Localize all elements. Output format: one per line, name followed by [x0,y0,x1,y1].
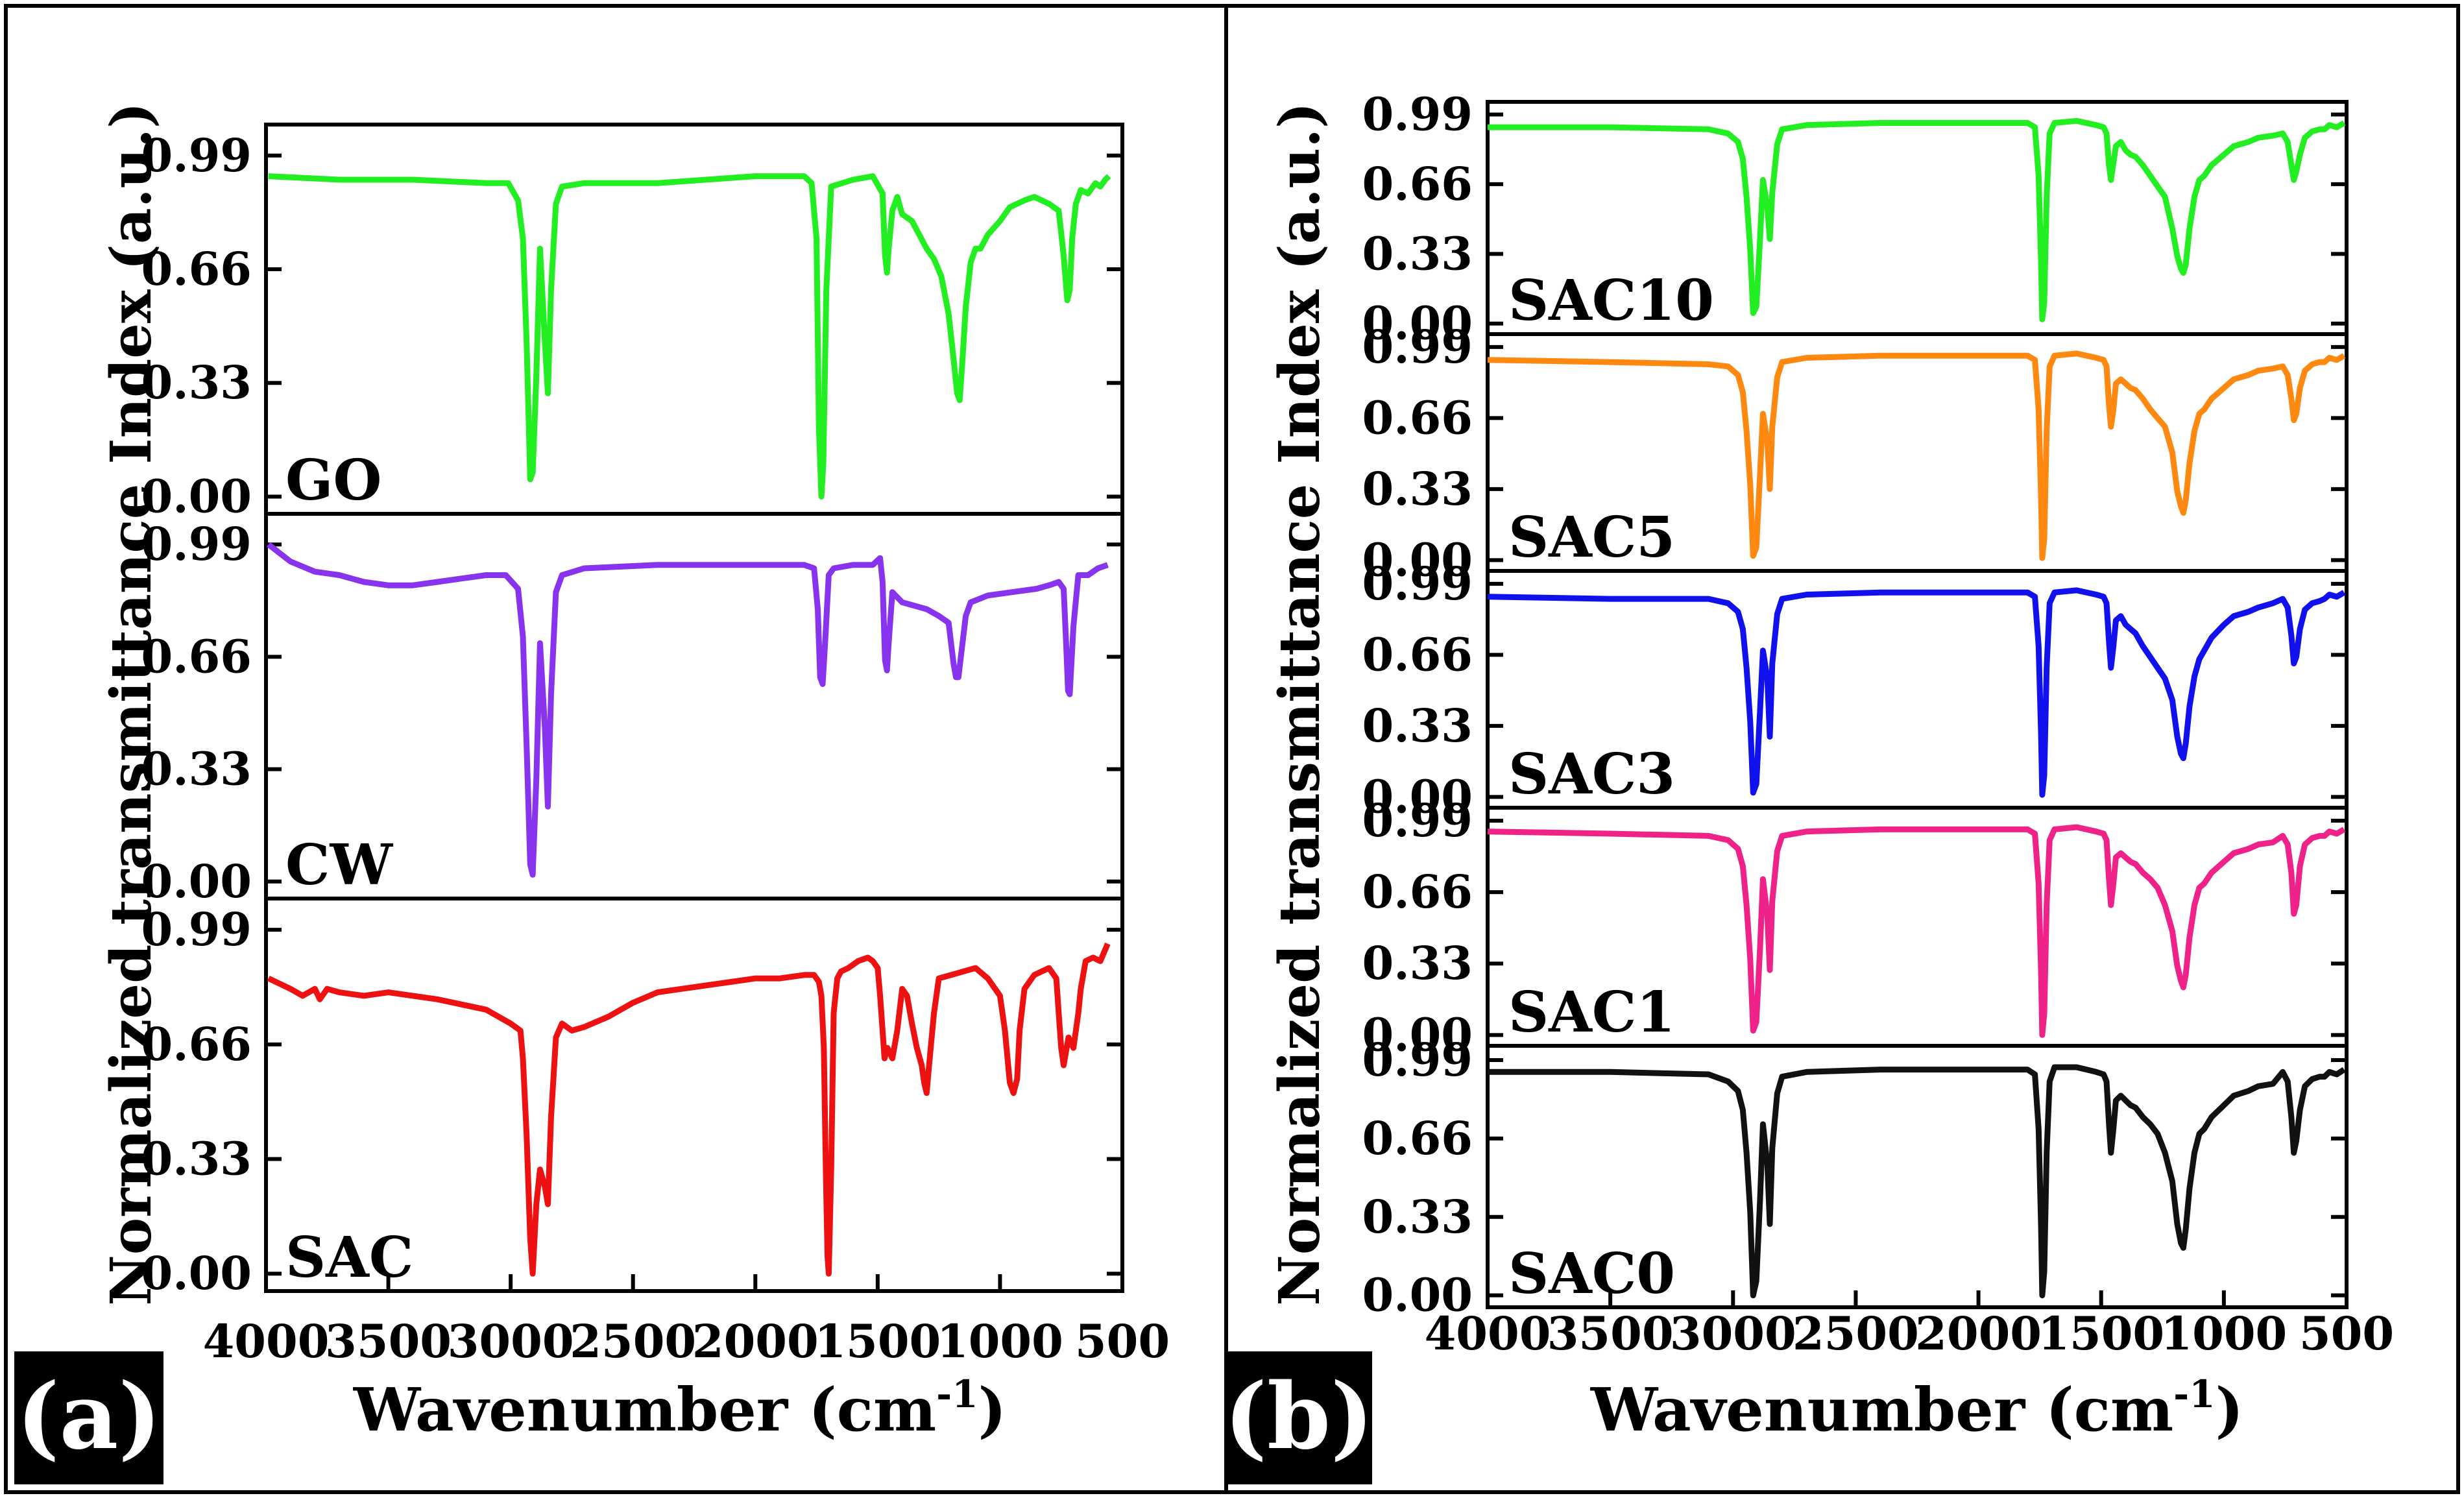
x-tick-label: 2000 [692,1314,819,1368]
y-tick-label: 0.33 [1362,226,1473,280]
y-tick-label: 0.00 [141,854,252,908]
x-tick-label: 3000 [448,1314,574,1368]
panel-a-label: (a) [16,1364,161,1470]
x-tick-label: 2500 [1793,1307,1919,1360]
series-label-sac10: SAC10 [1508,268,1714,333]
x-tick-label: 1500 [814,1314,941,1368]
panel-a-badge [14,1351,163,1484]
y-tick-label: 0.99 [1362,1033,1473,1087]
y-tick-label: 0.99 [1362,88,1473,141]
x-tick-label: 3500 [1547,1307,1674,1360]
series-line-sac3 [1487,587,2346,798]
y-axis-label: Normalized transmittance Index (a.u.) [1267,102,1333,1305]
panel-a-plots: 0.00 0.33 0.66 0.99 GO 0.00 0.33 0.66 0.99 CW 0.00… [141,123,1170,1368]
y-tick-label: 0.66 [1362,865,1473,919]
series-line-go [268,173,1111,500]
x-tick-label: 3000 [1670,1307,1796,1360]
y-tick-label: 0.00 [1362,1008,1473,1061]
y-tick-label: 0.00 [1362,533,1473,586]
x-axis-label: Wavenumber (cm-1) [353,1372,1006,1445]
y-tick-label: 0.33 [1362,936,1473,990]
y-tick-label: 0.00 [1362,296,1473,350]
x-tick-label: 500 [2299,1307,2394,1360]
x-tick-label: 1000 [2160,1307,2287,1360]
series-label-sac1: SAC1 [1508,980,1675,1045]
series-label-sac0: SAC0 [1508,1241,1675,1307]
x-axis-label-superscript: -1 [2173,1372,2215,1416]
outer-border [4,4,2460,1494]
y-tick-label: 0.66 [1362,157,1473,211]
y-tick-label: 0.00 [1362,1268,1473,1322]
y-tick-label: 0.00 [141,1246,252,1300]
y-tick-label: 0.66 [141,242,252,296]
x-tick-label: 2500 [570,1314,696,1368]
y-tick-label: 0.99 [141,517,252,571]
y-tick-label: 0.99 [1362,793,1473,847]
y-tick-label: 0.99 [1362,320,1473,374]
y-tick-label: 0.66 [1362,1111,1473,1165]
y-tick-label: 0.33 [1362,1190,1473,1244]
subplot-frame [264,897,1124,1293]
x-axis-label-close: ) [2216,1375,2244,1445]
panel-b-plots: 0.00 0.33 0.66 0.99 SAC10 0.00 0.33 0.66 0.99 SAC… [1362,88,2395,1360]
x-axis-label: Wavenumber (cm-1) [1590,1372,2243,1445]
series-label-cw: CW [285,832,393,898]
y-tick-label: 0.00 [1362,769,1473,823]
y-tick-label: 0.33 [1362,462,1473,516]
y-tick-label: 0.99 [141,128,252,182]
x-tick-label: 1500 [2038,1307,2164,1360]
panel-a: Normalized transmittance Index (a.u.) 0.… [14,102,1170,1484]
panel-b-label: (b) [1224,1364,1373,1470]
x-axis-label-close: ) [978,1375,1007,1445]
series-line-sac0 [1488,1064,2346,1299]
subplot-frame [264,512,1124,900]
series-line-cw [267,542,1109,878]
y-tick-label: 0.00 [141,469,252,523]
y-axis-label: Normalized transmittance Index (a.u.) [99,102,164,1305]
y-tick-label: 0.66 [1362,391,1473,444]
subplot-frame [1486,1044,2349,1309]
x-axis-label-superscript: -1 [936,1372,978,1416]
series-line-sac10 [1488,117,2346,322]
x-axis-label-main: Wavenumber (cm [353,1375,936,1445]
y-tick-label: 0.33 [141,356,252,409]
x-axis-label-main: Wavenumber (cm [1590,1375,2173,1445]
series-label-sac5: SAC5 [1508,505,1675,570]
y-tick-label: 0.66 [141,629,252,683]
panel-b-badge [1226,1351,1372,1484]
series-label-sac3: SAC3 [1508,742,1675,807]
x-tick-label: 4000 [203,1314,330,1368]
series-line-sac5 [1487,350,2346,561]
x-tick-label: 4000 [1425,1307,1551,1360]
series-label-sac: SAC [285,1225,413,1290]
y-tick-label: 0.99 [141,902,252,956]
x-tick-label: 3500 [325,1314,452,1368]
y-tick-label: 0.33 [141,1132,252,1186]
y-tick-label: 0.99 [1362,557,1473,610]
x-tick-label: 1000 [937,1314,1063,1368]
series-line-sac [267,942,1111,1277]
x-tick-label: 500 [1075,1314,1170,1368]
x-tick-label: 2000 [1915,1307,2042,1360]
y-tick-label: 0.66 [141,1017,252,1071]
series-label-go: GO [285,448,381,513]
y-tick-label: 0.33 [141,742,252,796]
series-line-sac1 [1487,824,2346,1038]
y-tick-label: 0.66 [1362,627,1473,681]
panel-b: Normalized transmittance Index (a.u.) 0.… [1224,88,2394,1484]
y-tick-label: 0.33 [1362,699,1473,753]
